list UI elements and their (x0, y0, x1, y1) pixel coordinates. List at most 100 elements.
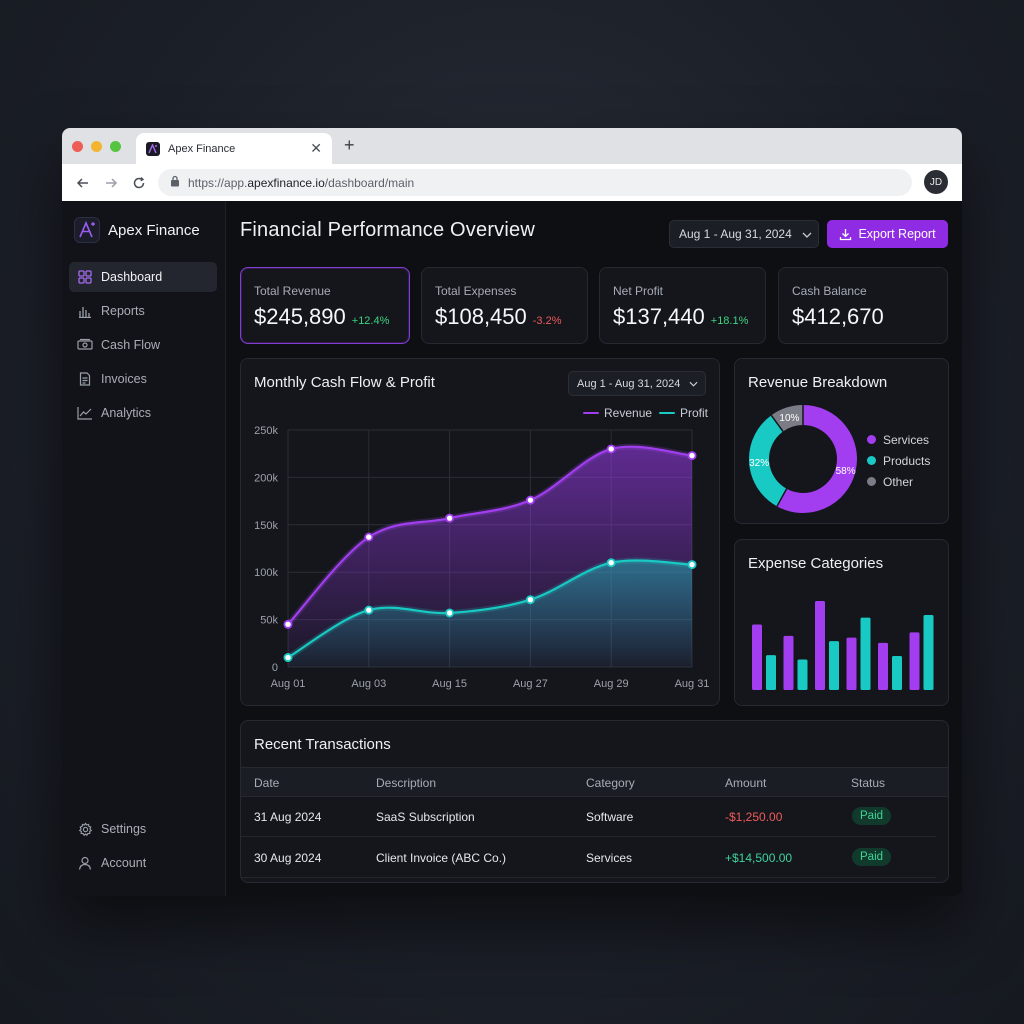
expense-bar[interactable] (860, 617, 871, 690)
download-icon (839, 228, 852, 241)
sidebar-item-invoices[interactable]: Invoices (69, 364, 217, 394)
profit-point[interactable] (445, 608, 455, 618)
donut-slice-services[interactable] (777, 405, 857, 513)
date-range-select[interactable]: Aug 1 - Aug 31, 2024 (669, 220, 819, 248)
expense-bar[interactable] (878, 642, 888, 690)
sidebar-item-account[interactable]: Account (69, 848, 217, 878)
expense-bar[interactable] (766, 655, 776, 690)
revenue-point[interactable] (525, 495, 535, 505)
forward-icon[interactable] (100, 172, 122, 194)
cell-amount: +$14,500.00 (725, 851, 793, 865)
expense-bar[interactable] (752, 624, 762, 690)
column-header-category[interactable]: Category (586, 776, 635, 790)
column-header-status[interactable]: Status (851, 776, 886, 790)
y-tick-label: 50k (260, 615, 278, 627)
sidebar-item-dashboard[interactable]: Dashboard (69, 262, 217, 292)
sidebar-item-analytics[interactable]: Analytics (69, 398, 217, 428)
kpi-delta: +18.1% (710, 315, 749, 327)
url-field[interactable]: https://app. apexfinance.io/dashboard/mai… (158, 169, 912, 196)
table-row[interactable]: 30 Aug 2024 Client Invoice (ABC Co.) Ser… (241, 838, 936, 878)
kpi-value: $137,440 +18.1% (613, 304, 748, 330)
expense-bar[interactable] (829, 641, 839, 690)
url-prefix: https://app. (188, 175, 248, 190)
back-icon[interactable] (72, 172, 94, 194)
profit-point[interactable] (525, 595, 535, 605)
sidebar-item-settings[interactable]: Settings (69, 814, 217, 844)
donut-slice-products[interactable] (749, 415, 788, 507)
legend-swatch (583, 412, 599, 414)
cell-date: 31 Aug 2024 (254, 810, 322, 824)
recent-transactions-card: Recent Transactions Date Description Cat… (240, 720, 949, 883)
reload-icon[interactable] (128, 172, 150, 194)
profit-point[interactable] (283, 653, 293, 663)
chart-date-range-select[interactable]: Aug 1 - Aug 31, 2024 (568, 371, 706, 396)
table-row[interactable]: 31 Aug 2024 SaaS Subscription Software -… (241, 797, 936, 837)
expense-bar[interactable] (923, 614, 934, 690)
profit-point[interactable] (606, 558, 616, 568)
sidebar-item-label: Cash Flow (101, 338, 161, 352)
profit-point[interactable] (364, 605, 374, 615)
export-report-button[interactable]: Export Report (827, 220, 948, 248)
card-title: Recent Transactions (254, 736, 391, 753)
y-tick-label: 150k (254, 520, 278, 532)
cell-description: Client Invoice (ABC Co.) (376, 851, 507, 865)
x-tick-label: Aug 03 (351, 678, 386, 690)
main-content: Financial Performance Overview Aug 1 - A… (227, 201, 962, 896)
tab-bar: Apex Finance ✕ + (62, 128, 962, 164)
browser-window: Apex Finance ✕ + https://app. apexfinance… (62, 128, 962, 896)
y-tick-label: 250k (254, 425, 278, 437)
y-tick-label: 100k (254, 567, 278, 579)
kpi-card-cash-balance[interactable]: Cash Balance $412,670 (778, 267, 948, 344)
expense-bar[interactable] (815, 600, 825, 690)
legend-item-products: Products (867, 450, 930, 471)
sidebar-item-cash-flow[interactable]: Cash Flow (69, 330, 217, 360)
card-title: Expense Categories (748, 555, 884, 572)
sidebar-item-reports[interactable]: Reports (69, 296, 217, 326)
column-header-description[interactable]: Description (376, 776, 437, 790)
revenue-breakdown-card: Revenue Breakdown 58% 32% 10% Services Pro… (734, 358, 949, 524)
revenue-point[interactable] (364, 532, 374, 542)
kpi-card-total-revenue[interactable]: Total Revenue $245,890 +12.4% (240, 267, 410, 344)
sidebar-item-label: Settings (101, 822, 147, 836)
close-tab-icon[interactable]: ✕ (310, 140, 322, 156)
grid-icon (77, 269, 93, 285)
kpi-value-text: $137,440 (613, 304, 705, 329)
expense-bar[interactable] (846, 637, 857, 690)
expense-bar[interactable] (892, 655, 902, 690)
revenue-point[interactable] (687, 451, 697, 461)
sidebar-item-label: Analytics (101, 406, 152, 420)
column-header-amount[interactable]: Amount (725, 776, 767, 790)
lock-icon (170, 175, 180, 190)
table-header: Date Description Category Amount Status (241, 767, 948, 797)
revenue-point[interactable] (606, 444, 616, 454)
revenue-point[interactable] (445, 513, 455, 523)
expense-bar[interactable] (783, 635, 794, 690)
tab-title: Apex Finance (168, 142, 236, 155)
kpi-card-net-profit[interactable]: Net Profit $137,440 +18.1% (599, 267, 766, 344)
minimize-window-button[interactable] (91, 141, 102, 152)
expense-bar[interactable] (797, 659, 808, 690)
revenue-point[interactable] (283, 619, 293, 629)
donut-slice-other[interactable] (771, 405, 804, 432)
cell-category: Services (586, 851, 633, 865)
x-tick-label: Aug 15 (432, 678, 467, 690)
expense-bar[interactable] (909, 632, 920, 690)
column-header-date[interactable]: Date (254, 776, 280, 790)
maximize-window-button[interactable] (110, 141, 121, 152)
close-window-button[interactable] (72, 141, 83, 152)
brand[interactable]: Apex Finance (74, 217, 200, 243)
browser-tab[interactable]: Apex Finance ✕ (136, 133, 332, 164)
profit-point[interactable] (687, 560, 697, 570)
cell-description: SaaS Subscription (376, 810, 475, 824)
profit-line (287, 559, 693, 659)
favicon-icon (146, 141, 160, 156)
kpi-label: Total Expenses (435, 284, 517, 298)
kpi-value-text: $245,890 (254, 304, 346, 329)
legend-swatch (659, 412, 675, 414)
kpi-card-total-expenses[interactable]: Total Expenses $108,450 -3.2% (421, 267, 588, 344)
new-tab-icon[interactable]: + (344, 135, 355, 155)
date-range-value: Aug 1 - Aug 31, 2024 (679, 227, 792, 241)
avatar[interactable]: JD (924, 170, 948, 194)
kpi-value: $108,450 -3.2% (435, 304, 562, 330)
brand-name: Apex Finance (108, 221, 200, 239)
